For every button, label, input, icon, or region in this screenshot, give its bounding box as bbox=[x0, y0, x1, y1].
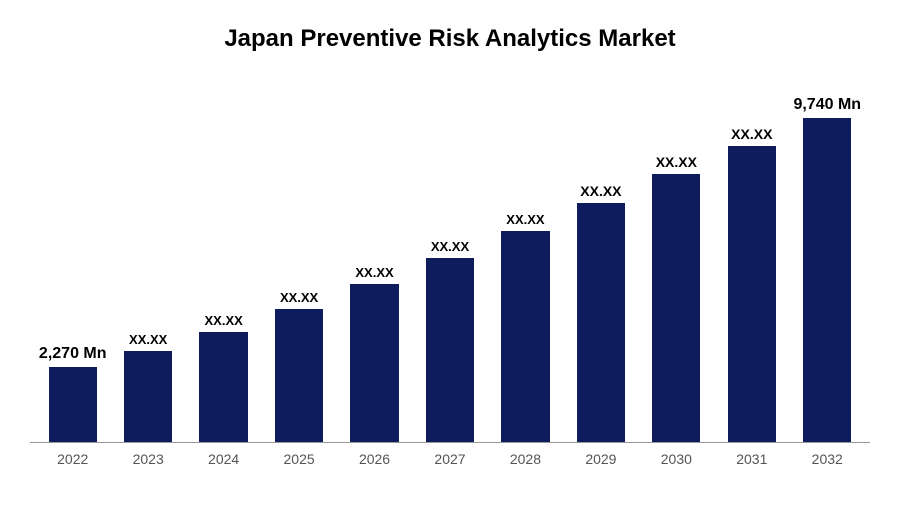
bar bbox=[501, 231, 549, 442]
bar-value-label: XX.XX bbox=[355, 265, 393, 280]
bar bbox=[275, 309, 323, 442]
bar bbox=[350, 284, 398, 442]
bar-value-label: 2,270 Mn bbox=[39, 345, 107, 363]
bars-container: 2,270 Mn XX.XX XX.XX XX.XX XX.XX XX.XX XX.XX XX… bbox=[30, 93, 870, 443]
bar-group: XX.XX bbox=[261, 93, 336, 442]
x-axis-label: 2022 bbox=[35, 451, 110, 467]
bar-group: XX.XX bbox=[412, 93, 487, 442]
bar-value-label: XX.XX bbox=[204, 313, 242, 328]
x-axis-label: 2023 bbox=[110, 451, 185, 467]
bar-value-label: XX.XX bbox=[731, 126, 772, 142]
bar-group: XX.XX bbox=[714, 93, 789, 442]
x-axis-label: 2032 bbox=[790, 451, 865, 467]
bar-value-label: XX.XX bbox=[580, 183, 621, 199]
x-axis-label: 2029 bbox=[563, 451, 638, 467]
bar bbox=[124, 351, 172, 442]
bar bbox=[577, 203, 625, 442]
bar-group: XX.XX bbox=[639, 93, 714, 442]
x-axis-label: 2030 bbox=[639, 451, 714, 467]
x-axis-label: 2031 bbox=[714, 451, 789, 467]
chart-title: Japan Preventive Risk Analytics Market bbox=[30, 25, 870, 53]
x-axis-label: 2028 bbox=[488, 451, 563, 467]
bar bbox=[652, 174, 700, 442]
bar-value-label: XX.XX bbox=[431, 239, 469, 254]
bar-group: 9,740 Mn bbox=[790, 93, 865, 442]
bar-value-label: XX.XX bbox=[129, 332, 167, 347]
x-axis-label: 2027 bbox=[412, 451, 487, 467]
bar-group: XX.XX bbox=[110, 93, 185, 442]
bar bbox=[199, 332, 247, 442]
x-axis-labels: 2022202320242025202620272028202920302031… bbox=[30, 443, 870, 467]
x-axis-label: 2025 bbox=[261, 451, 336, 467]
x-axis-label: 2024 bbox=[186, 451, 261, 467]
bar bbox=[426, 258, 474, 442]
bar bbox=[803, 118, 851, 442]
bar-value-label: XX.XX bbox=[280, 290, 318, 305]
bar-value-label: 9,740 Mn bbox=[793, 96, 861, 114]
bar bbox=[49, 367, 97, 442]
bar bbox=[728, 146, 776, 442]
bar-value-label: XX.XX bbox=[656, 154, 697, 170]
bar-group: 2,270 Mn bbox=[35, 93, 110, 442]
bar-group: XX.XX bbox=[488, 93, 563, 442]
bar-value-label: XX.XX bbox=[506, 212, 544, 227]
bar-group: XX.XX bbox=[563, 93, 638, 442]
chart-area: 2,270 Mn XX.XX XX.XX XX.XX XX.XX XX.XX XX.XX XX… bbox=[30, 93, 870, 473]
bar-group: XX.XX bbox=[186, 93, 261, 442]
x-axis-label: 2026 bbox=[337, 451, 412, 467]
bar-group: XX.XX bbox=[337, 93, 412, 442]
